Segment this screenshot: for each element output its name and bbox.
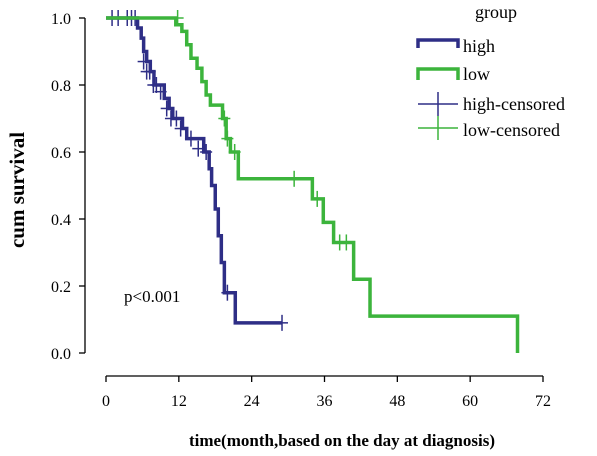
x-tick-label: 24 — [244, 393, 260, 410]
y-tick-label: 0.2 — [51, 279, 71, 296]
x-tick-label: 36 — [317, 393, 333, 410]
x-tick-label: 72 — [535, 393, 551, 410]
legend-low-line-icon — [416, 67, 460, 80]
y-tick-label: 0.0 — [51, 346, 71, 363]
x-axis-title: time(month,based on the day at diagnosis… — [189, 431, 495, 450]
legend: group high low high-censored low-censore… — [416, 2, 565, 140]
x-tick-label: 0 — [102, 393, 110, 410]
legend-label-high: high — [463, 36, 495, 56]
legend-label-low: low — [463, 64, 490, 84]
y-tick-label: 1.0 — [51, 11, 71, 28]
legend-high-line-icon — [416, 38, 460, 48]
series-high-line — [106, 16, 283, 325]
legend-high-censored-icon — [418, 92, 458, 116]
legend-label-low-censored: low-censored — [463, 120, 560, 140]
y-tick-label: 0.6 — [51, 145, 71, 162]
y-axis-title: cum survival — [5, 132, 29, 248]
x-tick-label: 48 — [389, 393, 405, 410]
x-tick-label: 60 — [462, 393, 478, 410]
y-tick-label: 0.8 — [51, 78, 71, 95]
legend-low-censored-icon — [418, 116, 458, 140]
x-tick-label: 12 — [171, 393, 187, 410]
y-tick-label: 0.4 — [51, 212, 71, 229]
p-value-annotation: p<0.001 — [124, 287, 180, 306]
legend-title: group — [475, 2, 517, 22]
legend-label-high-censored: high-censored — [463, 94, 565, 114]
plot-layer: 0 12 24 36 48 60 72 0.0 0.2 0.4 0.6 0.8 1.0 — [51, 10, 551, 410]
